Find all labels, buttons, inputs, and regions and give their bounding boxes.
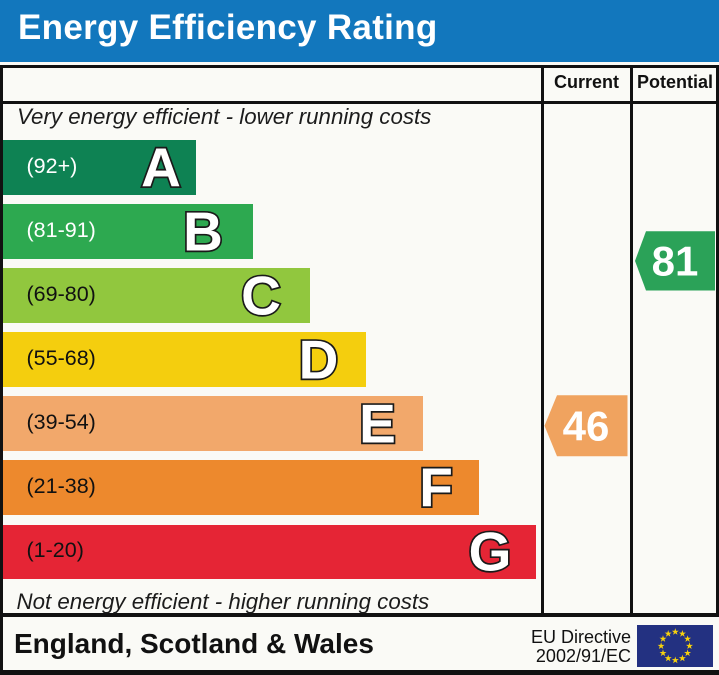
svg-text:46: 46 — [563, 402, 610, 449]
svg-text:C: C — [241, 264, 281, 326]
svg-text:A: A — [141, 136, 181, 198]
svg-text:B: B — [183, 200, 223, 262]
svg-text:E: E — [359, 393, 396, 455]
svg-text:81: 81 — [652, 237, 699, 284]
svg-text:G: G — [469, 521, 512, 583]
svg-text:F: F — [419, 457, 453, 519]
svg-text:D: D — [299, 328, 339, 390]
